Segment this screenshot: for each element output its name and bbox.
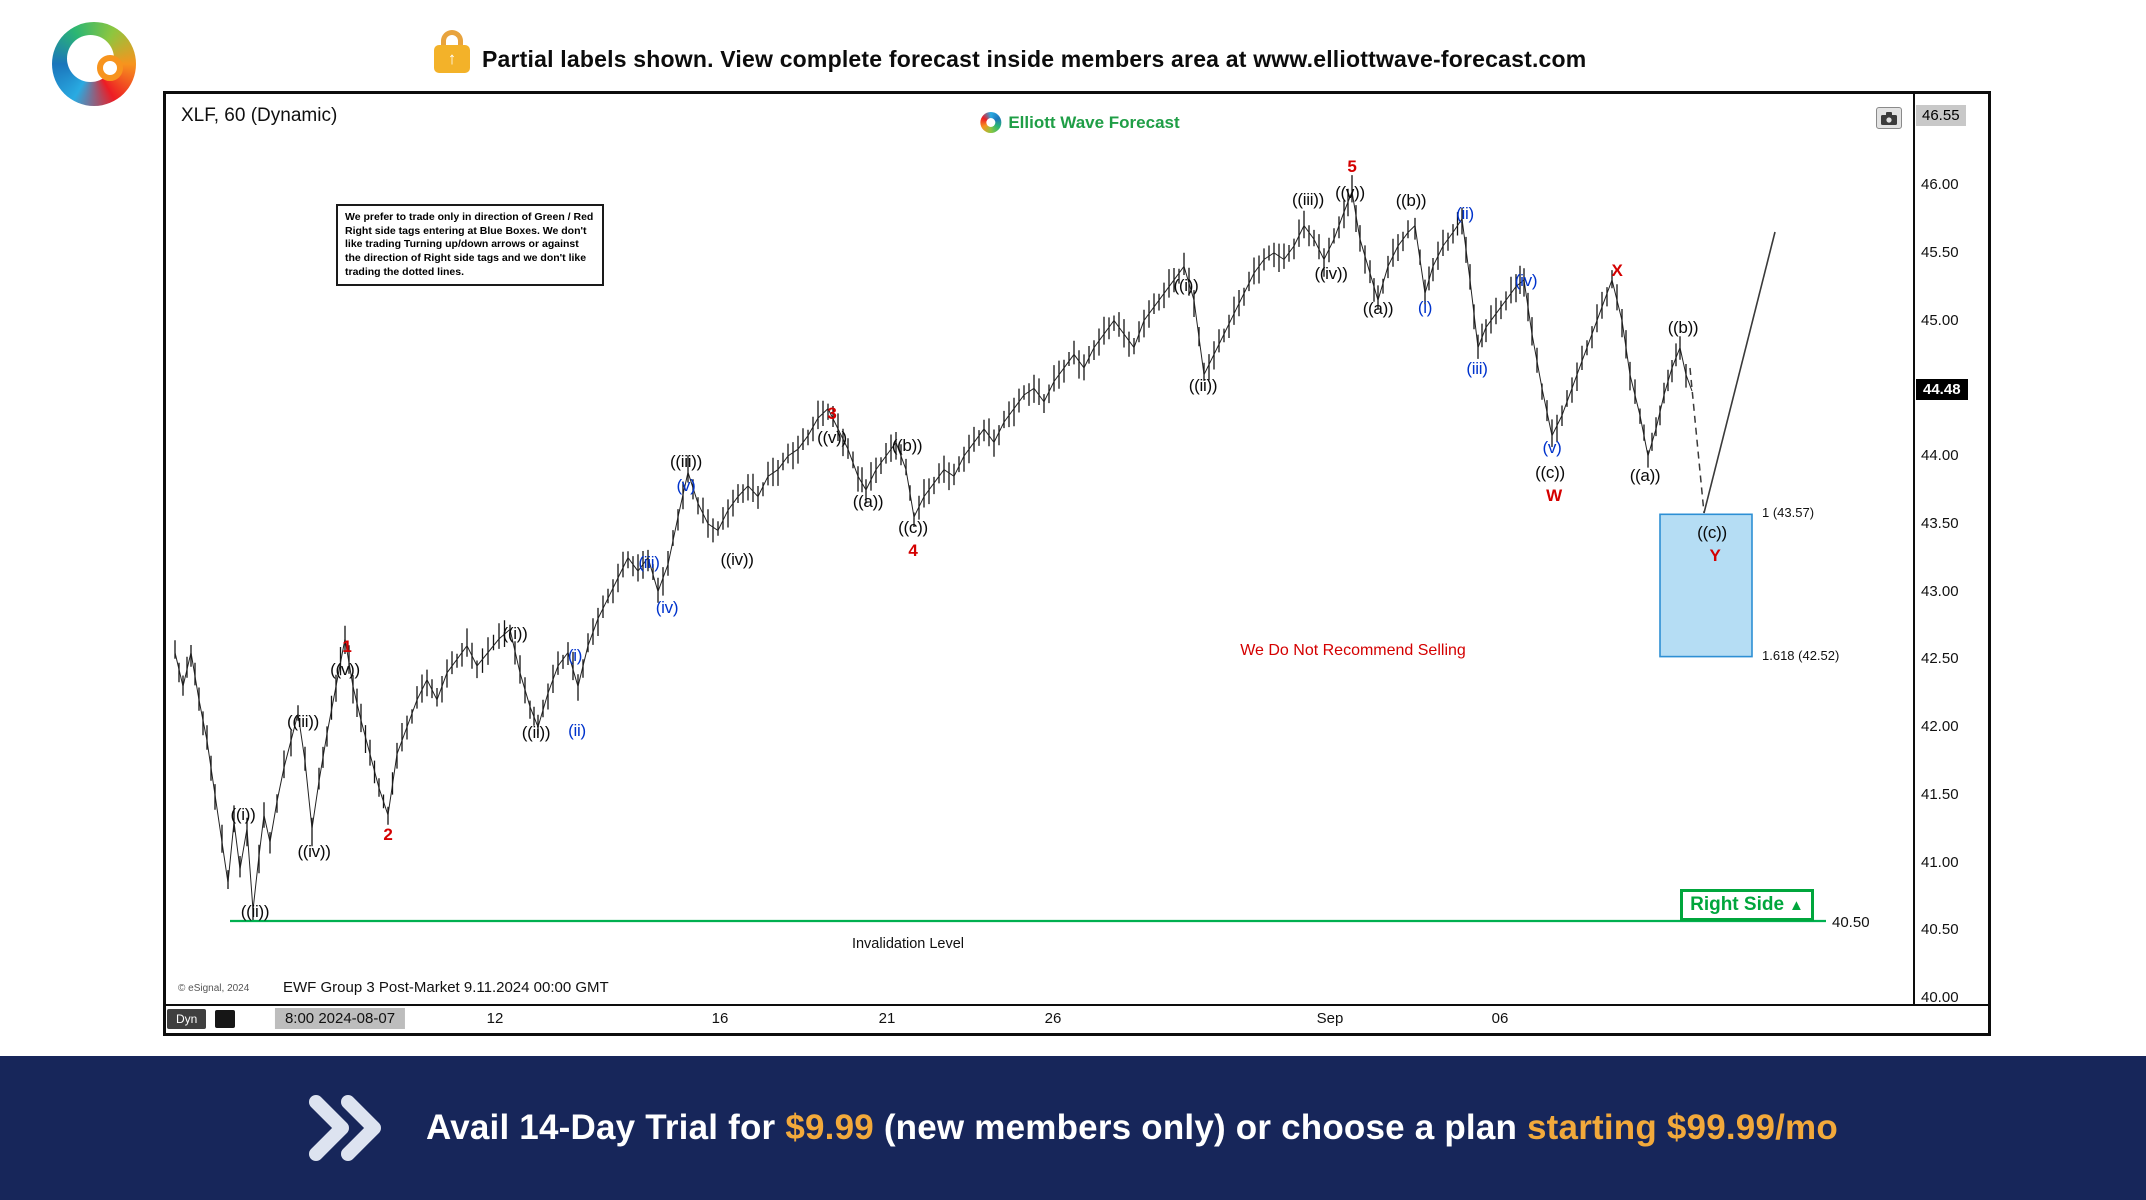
no-selling-note: We Do Not Recommend Selling — [1240, 642, 1466, 659]
right-side-badge: Right Side ▲ — [1680, 889, 1814, 921]
x-axis-separator — [166, 1004, 1988, 1006]
chart-title: XLF, 60 (Dynamic) — [181, 105, 338, 126]
panel-icon[interactable] — [215, 1010, 235, 1028]
watermark-text: Elliott Wave Forecast — [1008, 112, 1180, 132]
members-notice: Partial labels shown. View complete fore… — [482, 46, 1587, 72]
lock-icon: ↑ — [434, 30, 470, 76]
lock-shackle — [441, 30, 463, 48]
promo-text-part: starting $99.99/mo — [1527, 1108, 1838, 1147]
promo-text: Avail 14-Day Trial for $9.99 (new member… — [426, 1108, 1838, 1148]
promo-banner: Avail 14-Day Trial for $9.99 (new member… — [0, 1056, 2146, 1200]
promo-text-part: Avail 14-Day Trial for — [426, 1108, 786, 1147]
right-side-label: Right Side — [1690, 894, 1785, 915]
camera-glyph — [1881, 111, 1897, 125]
double-chevron-icon — [309, 1095, 382, 1161]
session-high-tag: 46.55 — [1916, 105, 1966, 126]
promo-text-part: (new members only) or choose a plan — [873, 1108, 1528, 1147]
promo-text-part: $9.99 — [785, 1108, 874, 1147]
last-price-tag: 44.48 — [1916, 379, 1968, 400]
y-axis-separator — [1913, 94, 1915, 1006]
watermark: Elliott Wave Forecast — [980, 112, 1180, 133]
ewf-mini-logo-icon — [980, 112, 1002, 133]
lock-body: ↑ — [434, 45, 470, 73]
dyn-button[interactable]: Dyn — [167, 1009, 207, 1029]
esignal-copyright: © eSignal, 2024 — [178, 983, 250, 994]
up-arrow-icon: ▲ — [1789, 896, 1804, 914]
lock-arrow-icon: ↑ — [447, 49, 457, 68]
camera-icon[interactable] — [1876, 107, 1902, 129]
trading-disclaimer-box: We prefer to trade only in direction of … — [336, 204, 604, 287]
ewf-logo-icon — [52, 22, 136, 106]
chart-footer-text: EWF Group 3 Post-Market 9.11.2024 00:00 … — [283, 979, 609, 996]
